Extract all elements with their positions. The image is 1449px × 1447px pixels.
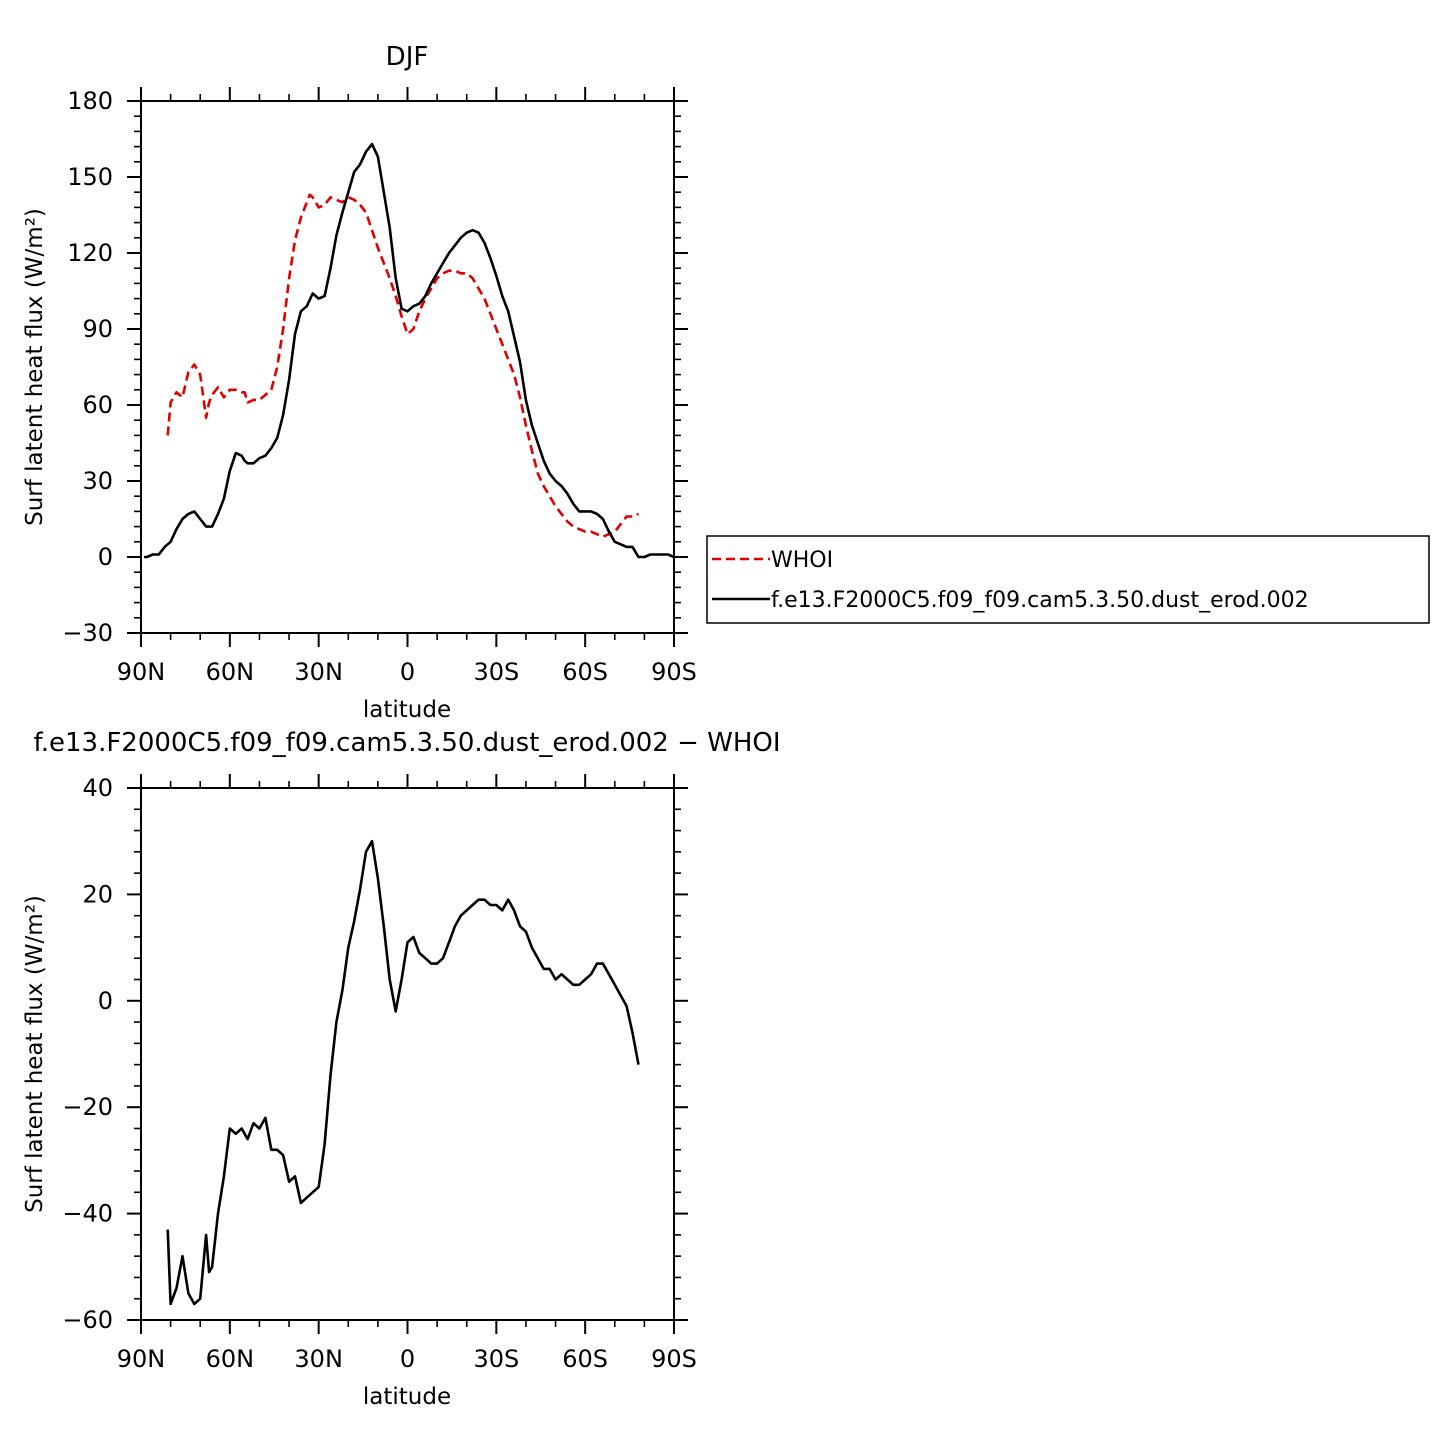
top-panel-title: DJF <box>386 42 429 72</box>
top-x-tick-label: 60S <box>562 658 608 686</box>
legend: WHOI f.e13.F2000C5.f09_f09.cam5.3.50.dus… <box>706 535 1430 624</box>
bottom-y-tick-label: 40 <box>82 774 113 802</box>
top-series-model-line <box>144 142 674 559</box>
bottom-plot-frame <box>140 787 675 1321</box>
top-x-tick-label: 90S <box>651 658 697 686</box>
top-y-tick-label: 30 <box>82 467 113 495</box>
bottom-panel: f.e13.F2000C5.f09_f09.cam5.3.50.dust_ero… <box>22 728 781 1410</box>
legend-label-model: f.e13.F2000C5.f09_f09.cam5.3.50.dust_ero… <box>771 588 1309 613</box>
top-y-tick-label: −30 <box>62 619 113 647</box>
top-y-tick-label: 90 <box>82 315 113 343</box>
top-x-tick-label: 0 <box>400 658 415 686</box>
bottom-y-tick-label: 20 <box>82 880 113 908</box>
bottom-x-tick-label: 30S <box>473 1345 519 1373</box>
top-y-tick-label: 120 <box>67 239 113 267</box>
top-y-tick-label: 150 <box>67 163 113 191</box>
legend-label-whoi: WHOI <box>771 548 833 573</box>
top-y-axis-label: Surf latent heat flux (W/m²) <box>22 208 48 526</box>
bottom-x-tick-label: 90N <box>117 1345 166 1373</box>
bottom-x-tick-label: 60S <box>562 1345 608 1373</box>
bottom-y-tick-label: −40 <box>62 1200 113 1228</box>
top-x-tick-label: 30S <box>473 658 519 686</box>
top-y-tick-label: 0 <box>98 543 113 571</box>
top-y-tick-label: 60 <box>82 391 113 419</box>
bottom-y-tick-label: −20 <box>62 1093 113 1121</box>
top-x-axis-label: latitude <box>363 697 451 723</box>
bottom-y-tick-label: −60 <box>62 1306 113 1334</box>
bottom-x-tick-label: 90S <box>651 1345 697 1373</box>
bottom-y-tick-label: 0 <box>98 987 113 1015</box>
bottom-x-tick-label: 30N <box>294 1345 343 1373</box>
bottom-panel-title: f.e13.F2000C5.f09_f09.cam5.3.50.dust_ero… <box>33 728 780 758</box>
top-x-tick-label: 30N <box>294 658 343 686</box>
top-x-tick-label: 90N <box>117 658 166 686</box>
bottom-series-difference-line <box>166 839 640 1306</box>
top-y-tick-label: 180 <box>67 87 113 115</box>
top-plot-frame <box>140 100 675 634</box>
bottom-x-tick-label: 0 <box>400 1345 415 1373</box>
top-series-whoi-line <box>166 193 640 539</box>
top-panel: DJF 90N 60N 30N 0 30S 60S 90S −30 0 30 60 90 120 150 1… <box>22 42 697 723</box>
bottom-y-axis-label: Surf latent heat flux (W/m²) <box>22 895 48 1213</box>
bottom-x-axis-label: latitude <box>363 1384 451 1410</box>
bottom-x-tick-label: 60N <box>206 1345 255 1373</box>
top-x-tick-label: 60N <box>206 658 255 686</box>
legend-box <box>706 535 1430 624</box>
